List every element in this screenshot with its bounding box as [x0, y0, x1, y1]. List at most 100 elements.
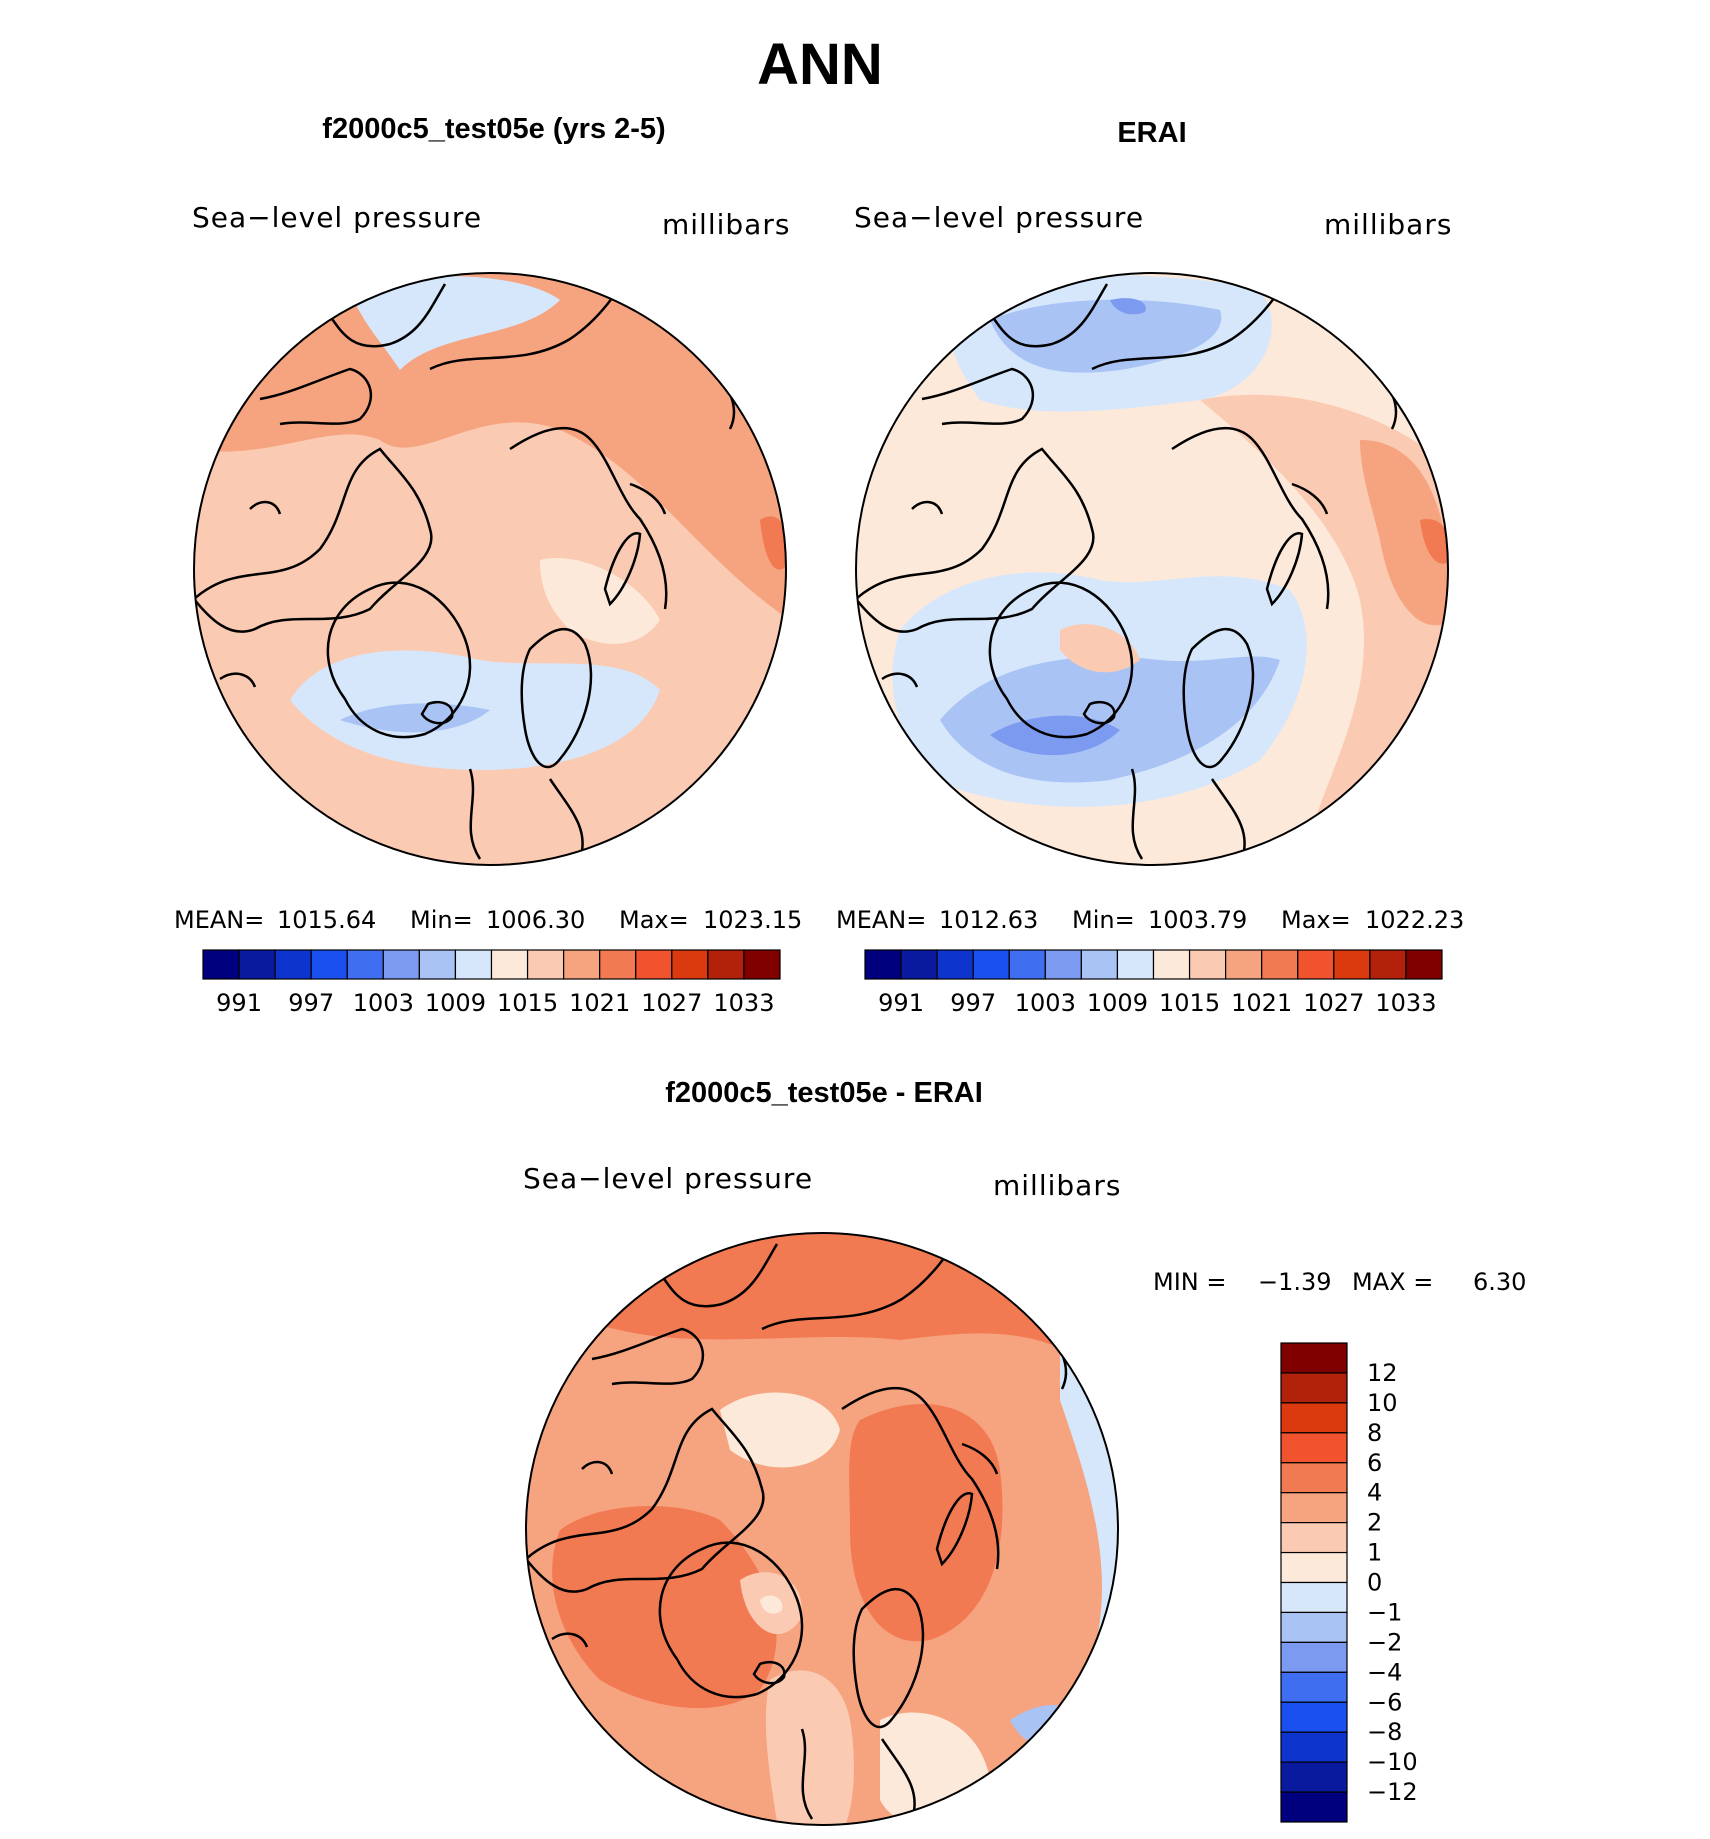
panel-model-colorbar-swatch	[526, 949, 565, 980]
panel-obs-colorbar-tick-label: 991	[878, 989, 924, 1017]
panel-diff-colorbar-tick-label: −6	[1367, 1688, 1402, 1716]
panel-model-colorbar-tick-label: 1021	[569, 989, 630, 1017]
panel-diff-colorbar-tick-label: 8	[1367, 1419, 1382, 1447]
panel-diff-field-label: Sea−level pressure	[523, 1162, 813, 1195]
panel-model-map	[194, 273, 786, 865]
panel-model-colorbar-tick-label: 1015	[497, 989, 558, 1017]
panel-obs-colorbar-tick-label: 997	[950, 989, 996, 1017]
panel-model-colorbar-tick-label: 1027	[641, 989, 702, 1017]
panel-diff-colorbar-tick-label: −12	[1367, 1778, 1418, 1806]
panel-model-max-label: Max=	[619, 906, 689, 934]
panel-diff-colorbar-swatch	[1280, 1791, 1348, 1823]
panel-diff-units-label: millibars	[993, 1169, 1121, 1202]
panel-obs-colorbar-swatch	[1225, 949, 1263, 980]
panel-diff-colorbar-tick-label: −1	[1367, 1598, 1402, 1626]
panel-obs-colorbar-swatch	[1116, 949, 1155, 980]
panel-obs-colorbar-swatch	[1152, 949, 1191, 980]
panel-diff-min-value: −1.39	[1258, 1268, 1332, 1296]
panel-diff-colorbar-swatch	[1280, 1641, 1348, 1673]
panel-diff-colorbar-tick-label: 0	[1367, 1569, 1382, 1597]
panel-diff-colorbar-swatch	[1280, 1402, 1348, 1434]
panel-obs-units-label: millibars	[1324, 208, 1452, 241]
panel-diff-colorbar-swatch	[1280, 1432, 1348, 1464]
panel-obs-colorbar	[864, 949, 1443, 980]
panel-obs-colorbar-swatch	[1080, 949, 1119, 980]
panel-obs-colorbar-swatch	[864, 949, 902, 980]
panel-diff-colorbar	[1280, 1342, 1348, 1823]
panel-obs-colorbar-tick-label: 1027	[1303, 989, 1364, 1017]
panel-obs-colorbar-swatch	[1405, 949, 1443, 980]
panel-diff-colorbar-swatch	[1280, 1581, 1348, 1614]
panel-model-field-label: Sea−level pressure	[192, 201, 482, 234]
panel-diff-colorbar-tick-label: 2	[1367, 1509, 1382, 1537]
panel-obs-mean-label: MEAN=	[836, 906, 926, 934]
panel-obs-colorbar-swatch	[1008, 949, 1046, 980]
panel-model-colorbar-swatch	[743, 949, 781, 980]
main-title: ANN	[757, 32, 883, 97]
panel-obs-map	[856, 273, 1448, 865]
panel-diff-colorbar-tick-label: 12	[1367, 1359, 1398, 1387]
panel-diff-colorbar-swatch	[1280, 1492, 1348, 1524]
panel-obs-field-label: Sea−level pressure	[854, 201, 1144, 234]
panel-obs: ERAI Sea−level pressure millibars MEAN= …	[836, 117, 1464, 1017]
panel-model-colorbar	[202, 949, 781, 980]
panel-obs-mean-value: 1012.63	[939, 906, 1038, 934]
panel-model-colorbar-tick-label: 1033	[713, 989, 774, 1017]
panel-model-colorbar-swatch	[346, 949, 384, 980]
panel-obs-max-label: Max=	[1281, 906, 1351, 934]
panel-diff-colorbar-tick-label: −2	[1367, 1628, 1402, 1656]
panel-obs-colorbar-swatch	[1333, 949, 1371, 980]
panel-model-colorbar-tick-label: 991	[216, 989, 262, 1017]
panel-model-min-label: Min=	[410, 906, 473, 934]
panel-obs-colorbar-swatch	[1044, 949, 1082, 980]
panel-diff-colorbar-swatch	[1280, 1372, 1348, 1404]
panel-model-colorbar-swatch	[454, 949, 493, 980]
panel-diff-colorbar-swatch	[1280, 1522, 1348, 1554]
panel-diff-max-label: MAX =	[1352, 1268, 1433, 1296]
panel-diff-colorbar-tick-label: −8	[1367, 1718, 1402, 1746]
panel-obs-title: ERAI	[1117, 117, 1186, 149]
panel-diff-colorbar-tick-label: 6	[1367, 1449, 1382, 1477]
panel-obs-min-label: Min=	[1072, 906, 1135, 934]
panel-model-colorbar-swatch	[202, 949, 240, 980]
panel-obs-colorbar-swatch	[1188, 949, 1227, 980]
panel-diff-colorbar-swatch	[1280, 1611, 1348, 1643]
panel-obs-colorbar-swatch	[1261, 949, 1299, 980]
panel-obs-colorbar-tick-label: 1009	[1087, 989, 1148, 1017]
panel-model-colorbar-swatch	[238, 949, 276, 980]
panel-model-colorbar-swatch	[635, 949, 673, 980]
panel-diff-colorbar-swatch	[1280, 1342, 1348, 1374]
panel-model-colorbar-swatch	[490, 949, 529, 980]
panel-model-colorbar-swatch	[599, 949, 637, 980]
panel-diff-colorbar-swatch	[1280, 1701, 1348, 1733]
panel-obs-colorbar-swatch	[972, 949, 1010, 980]
panel-obs-colorbar-swatch	[900, 949, 938, 980]
panel-model: f2000c5_test05e (yrs 2-5) Sea−level pres…	[174, 113, 802, 1017]
panel-diff-colorbar-tick-label: 4	[1367, 1479, 1382, 1507]
panel-diff-colorbar-tick-label: −10	[1367, 1748, 1418, 1776]
panel-diff-colorbar-tick-label: −4	[1367, 1658, 1402, 1686]
panel-model-colorbar-tick-label: 1009	[425, 989, 486, 1017]
panel-obs-max-value: 1022.23	[1365, 906, 1464, 934]
panel-obs-colorbar-swatch	[1297, 949, 1335, 980]
panel-diff-min-label: MIN =	[1153, 1268, 1226, 1296]
panel-model-max-value: 1023.15	[703, 906, 802, 934]
panel-diff-colorbar-tick-label: 1	[1367, 1539, 1382, 1567]
panel-diff-colorbar-tick-label: 10	[1367, 1389, 1398, 1417]
panel-diff-colorbar-swatch	[1280, 1551, 1348, 1584]
panel-obs-min-value: 1003.79	[1148, 906, 1247, 934]
panel-model-colorbar-swatch	[382, 949, 420, 980]
panel-diff-map	[526, 1233, 1118, 1825]
panel-obs-colorbar-tick-label: 1003	[1015, 989, 1076, 1017]
panel-obs-colorbar-swatch	[936, 949, 974, 980]
panel-model-colorbar-ticks: 991 997 1003 1009 1015 1021 1027 1033	[216, 989, 774, 1017]
panel-model-colorbar-tick-label: 1003	[353, 989, 414, 1017]
panel-model-colorbar-swatch	[274, 949, 312, 980]
panel-model-title: f2000c5_test05e (yrs 2-5)	[322, 113, 665, 145]
panel-model-colorbar-swatch	[707, 949, 745, 980]
panel-model-min-value: 1006.30	[486, 906, 585, 934]
panel-obs-colorbar-tick-label: 1021	[1231, 989, 1292, 1017]
panel-model-colorbar-swatch	[563, 949, 601, 980]
panel-diff-title: f2000c5_test05e - ERAI	[665, 1077, 983, 1109]
panel-diff-colorbar-swatch	[1280, 1731, 1348, 1763]
